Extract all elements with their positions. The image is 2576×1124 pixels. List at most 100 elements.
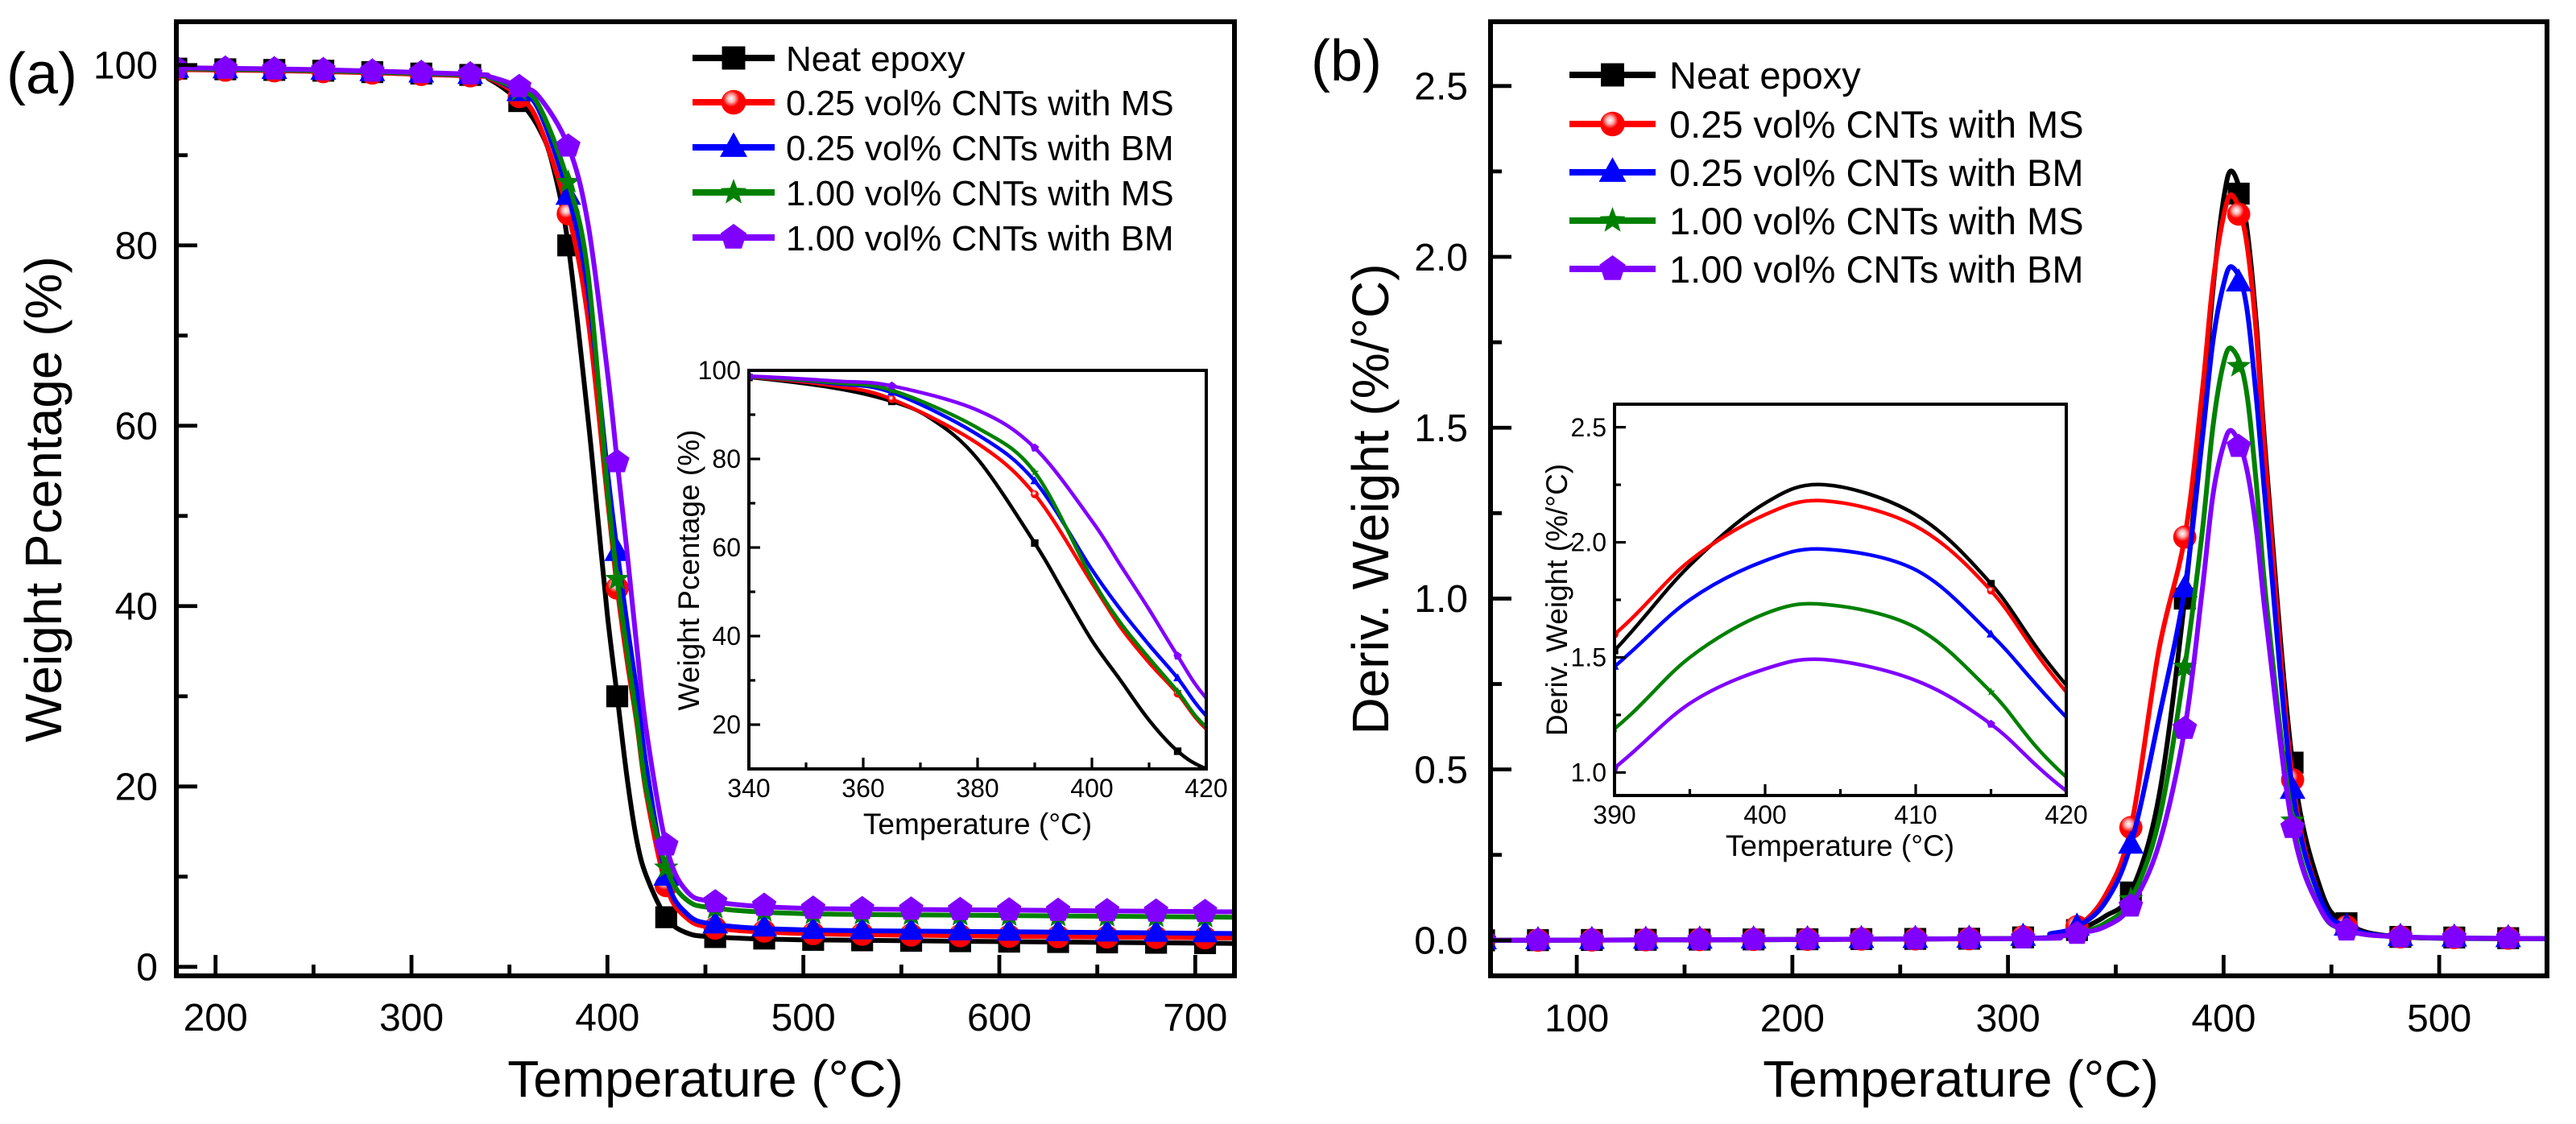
panel-b-y-tick-label: 0.0: [1414, 920, 1468, 963]
panel-a-marker-star: [556, 169, 581, 193]
panel-b-inset-x-axis-title: Temperature (°C): [1726, 829, 1954, 862]
panel-a-marker-pentagon: [457, 61, 483, 85]
panel-b-marker-triangle: [2549, 924, 2575, 948]
panel-a-label: (a): [6, 42, 77, 106]
panel-b-inset-y-axis-title: Deriv. Weight (%/°C): [1540, 464, 1573, 736]
panel-b-y-tick-label: 1.5: [1414, 407, 1468, 450]
panel-b-marker-star: [2550, 926, 2575, 949]
panel-a-y-tick-label: 20: [115, 767, 158, 809]
panel-a-plot-area: 200 300 400 500 600 700 0 20 40 60 80 100: [93, 19, 1265, 1039]
panel-b-marker-pentagon: [1903, 926, 1928, 950]
inset-background: [749, 370, 1206, 769]
panel-a-legend-item: Neat epoxy: [693, 39, 965, 79]
panel-b-inset-x-tick-label: 390: [1593, 800, 1635, 829]
panel-b-marker-triangle: [2226, 268, 2252, 292]
panel-b-inset-y-tick-label: 1.5: [1571, 643, 1606, 672]
panel-a-marker-triangle: [1192, 919, 1218, 943]
panel-a-line-bm100: [176, 65, 1234, 915]
panel-a-inset-y-tick-label: 20: [712, 710, 741, 739]
panel-b-legend-item: 1.00 vol% CNTs with BM: [1569, 248, 2084, 291]
panel-b-x-tick-label: 400: [2191, 998, 2256, 1040]
panel-a-inset-series-group: [749, 371, 1206, 769]
panel-a-legend-label: 1.00 vol% CNTs with BM: [786, 219, 1174, 258]
panel-b-marker-pentagon: [2173, 715, 2198, 739]
panel-b-inset-x-tick-label: 400: [1743, 800, 1786, 829]
panel-b-axes-frame: [1488, 19, 2549, 978]
panel-b-marker-pentagon: [2334, 917, 2359, 941]
panel-a-inset: Weight Pcentage (%) Temperature (°C) 340…: [672, 356, 1228, 841]
panel-b-inset-marker-square: [1987, 580, 1995, 588]
panel-a-inset-x-tick-label: 380: [956, 774, 999, 803]
panel-b-marker-circle: [2227, 202, 2251, 226]
panel-a-marker-pentagon: [507, 73, 532, 97]
panel-b-legend-item: 1.00 vol% CNTs with MS: [1569, 200, 2084, 242]
panel-a-inset-y-axis-title: Weight Pcentage (%): [672, 430, 705, 711]
panel-b-legend-marker-pentagon: [1599, 255, 1626, 280]
panel-b-legend: Neat epoxy 0.25 vol% CNTs with MS 0.25 vol…: [1569, 54, 2084, 291]
panel-b-legend-label: 1.00 vol% CNTs with MS: [1669, 200, 2084, 242]
panel-b-legend-marker-triangle: [1598, 157, 1627, 182]
panel-a-legend-label: 0.25 vol% CNTs with BM: [786, 129, 1174, 168]
panel-a-inset-series-bm100: [749, 371, 1206, 701]
panel-a-marker-pentagon: [213, 55, 238, 79]
panel-b-legend-label: 0.25 vol% CNTs with MS: [1669, 103, 2084, 146]
panel-a-x-axis-title: Temperature (°C): [507, 1050, 903, 1108]
panel-b-legend-label: 0.25 vol% CNTs with BM: [1669, 151, 2084, 194]
panel-b-inset: Deriv. Weight (%/°C) Temperature (°C) 39…: [1540, 403, 2088, 862]
panel-a-marker-triangle: [1143, 919, 1169, 942]
panel-a-legend-marker-star: [720, 179, 747, 204]
panel-b-line-bm025: [1491, 264, 2547, 943]
panel-b-inset-marker-pentagon: [1987, 719, 1995, 728]
panel-a-marker-pentagon: [702, 889, 728, 913]
panel-b-x-tick-label: 300: [1976, 998, 2041, 1040]
panel-b-inset-line-bm100: [1615, 657, 2066, 794]
panel-a-inset-x-tick-label: 400: [1070, 774, 1113, 803]
panel-a-legend: Neat epoxy 0.25 vol% CNTs with MS 0.25 vol…: [693, 39, 1174, 258]
panel-a-marker-star: [654, 854, 679, 878]
panel-b-label: (b): [1311, 29, 1382, 93]
panel-b-marker-pentagon: [1795, 926, 1820, 950]
panel-b-marker-pentagon: [1849, 926, 1874, 950]
panel-a-marker-triangle: [849, 915, 875, 940]
panel-b-inset-y-tick-label: 2.5: [1571, 413, 1606, 442]
panel-b-x-axis-title: Temperature (°C): [1763, 1050, 2159, 1108]
panel-a-marker-pentagon: [850, 895, 875, 919]
panel-a-x-tick-label: 700: [1163, 997, 1227, 1039]
panel-b-marker-star: [2173, 654, 2198, 678]
panel-b-marker-pentagon: [2388, 924, 2413, 948]
panel-a-marker-pentagon: [1143, 898, 1168, 922]
panel-b-marker-triangle: [2172, 574, 2198, 597]
panel-a-legend-label: 1.00 vol% CNTs with MS: [786, 174, 1174, 213]
panel-b-legend-label: Neat epoxy: [1669, 54, 1861, 97]
panel-a-marker-triangle: [898, 916, 924, 940]
panel-b-line-bm100: [1491, 428, 2547, 943]
panel-a-y-tick-label: 40: [115, 586, 158, 629]
panel-b-inset-marker-square: [1615, 647, 1619, 655]
panel-b-inset-line-ms100: [1615, 601, 2066, 780]
panel-a-marker-square: [1243, 932, 1265, 954]
panel-a-inset-marker-star: [1030, 468, 1040, 476]
panel-b-marker-pentagon: [2226, 433, 2251, 457]
panel-a-legend-item: 1.00 vol% CNTs with BM: [693, 219, 1174, 258]
panel-a-inset-marker-triangle: [1030, 476, 1040, 485]
panel-a-y-axis-title: Weight Pcentage (%): [14, 256, 72, 742]
panel-a-inset-line-ms100: [749, 374, 1206, 729]
panel-b-marker-pentagon: [2011, 925, 2036, 948]
panel-b-legend-marker-circle: [1600, 111, 1625, 137]
panel-a-ticks: [176, 63, 1197, 976]
panel-a-marker-triangle: [947, 917, 974, 940]
panel-a-legend-item: 0.25 vol% CNTs with BM: [693, 129, 1174, 168]
panel-b-marker-pentagon: [1687, 927, 1712, 950]
panel-a-marker-pentagon: [800, 895, 826, 919]
panel-a-marker-pentagon: [751, 892, 777, 916]
panel-a-inset-marker-triangle: [1173, 673, 1182, 682]
panel-a-inset-x-tick-label: 420: [1185, 774, 1227, 803]
panel-a-marker-triangle: [800, 915, 826, 940]
panel-a-inset-marker-circle: [1031, 490, 1039, 498]
panel-a-marker-pentagon: [1045, 897, 1071, 921]
panel-a-series-group: [176, 54, 1265, 954]
panel-a-inset-ticks: [747, 369, 1208, 771]
panel-a-inset-y-tick-label: 40: [712, 622, 741, 651]
panel-a-inset-marker-pentagon: [887, 381, 896, 390]
